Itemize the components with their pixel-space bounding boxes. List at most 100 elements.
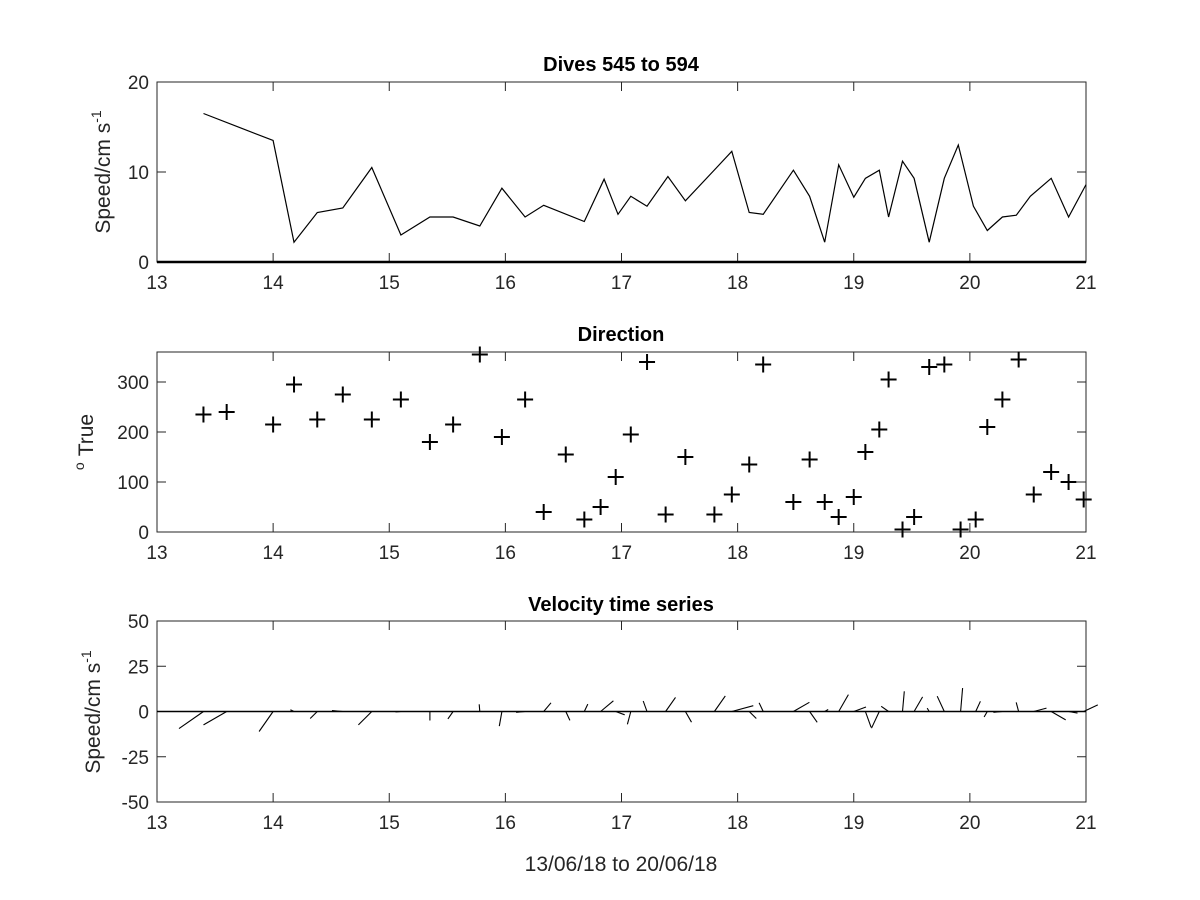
- direction-point: [535, 504, 552, 520]
- velocity-stick: [309, 711, 318, 719]
- velocity-stick: [936, 695, 945, 712]
- velocity-stick: [731, 705, 754, 713]
- y-tick-label: 20: [128, 73, 149, 94]
- speed-series-line: [203, 112, 1087, 244]
- speed-chart-title: Dives 545 to 594: [543, 54, 700, 76]
- velocity-stick: [864, 711, 872, 728]
- direction-point: [195, 406, 212, 423]
- x-tick-label: 19: [843, 813, 864, 834]
- direction-point: [880, 371, 897, 388]
- direction-point: [493, 429, 510, 445]
- y-tick-label: 100: [117, 473, 149, 494]
- x-tick-label: 18: [727, 273, 748, 294]
- direction-point: [421, 434, 438, 450]
- velocity-stick: [447, 711, 454, 720]
- velocity-stick: [793, 701, 810, 712]
- direction-y-axis-label-text: True: [75, 414, 98, 456]
- velocity-stick: [684, 711, 692, 723]
- x-tick-label: 20: [959, 543, 980, 564]
- velocity-stick-marks: [157, 688, 1099, 732]
- velocity-stick: [983, 711, 988, 718]
- direction-point: [830, 509, 847, 525]
- velocity-stick: [853, 706, 867, 713]
- direction-point: [392, 391, 409, 408]
- velocity-stick: [395, 710, 401, 713]
- y-tick-label: -50: [122, 793, 149, 814]
- x-tick-label: 15: [379, 273, 400, 294]
- velocity-stick: [516, 710, 526, 713]
- velocity-stick: [871, 711, 880, 729]
- direction-point: [894, 521, 911, 538]
- velocity-stick: [1033, 707, 1047, 713]
- velocity-y-axis-label: Speed/cm s-1: [78, 650, 105, 774]
- direction-point: [979, 419, 996, 435]
- velocity-stick: [615, 710, 625, 716]
- direction-point: [706, 506, 723, 523]
- direction-point: [471, 346, 488, 363]
- direction-point: [816, 494, 833, 510]
- velocity-stick: [758, 702, 764, 712]
- velocity-stick: [824, 709, 829, 712]
- velocity-stick: [713, 695, 726, 712]
- direction-scatter-marks: [195, 346, 1092, 538]
- speed-y-axis-label: Speed/cm s-1: [88, 110, 115, 234]
- y-tick-label: 0: [138, 703, 149, 724]
- y-tick-label: 25: [128, 657, 149, 678]
- x-tick-label: 17: [611, 813, 632, 834]
- velocity-stick: [478, 704, 481, 712]
- velocity-stick: [748, 711, 757, 719]
- velocity-stick: [498, 711, 503, 727]
- y-tick-label: 10: [128, 163, 149, 184]
- velocity-stick: [880, 705, 889, 712]
- speed-y-axis-label-text: Speed/cm s: [92, 123, 115, 234]
- x-tick-label: 14: [263, 813, 285, 834]
- y-tick-label: 300: [117, 373, 149, 394]
- velocity-stick: [665, 697, 676, 712]
- velocity-stick: [600, 700, 614, 712]
- direction-point: [845, 489, 862, 505]
- x-tick-label: 21: [1075, 813, 1096, 834]
- direction-point: [967, 511, 984, 528]
- velocity-stick: [809, 711, 818, 723]
- x-tick-label: 20: [959, 813, 980, 834]
- velocity-stick: [290, 709, 295, 712]
- velocity-chart-title: Velocity time series: [528, 594, 714, 616]
- x-tick-label: 16: [495, 813, 516, 834]
- velocity-panel: Velocity time series Speed/cm s-1 13/06/…: [78, 594, 1099, 876]
- direction-point: [607, 469, 624, 485]
- direction-point: [906, 509, 923, 525]
- direction-point: [517, 391, 534, 408]
- direction-point: [265, 416, 282, 433]
- direction-point: [1075, 491, 1092, 508]
- direction-point: [936, 356, 953, 373]
- direction-panel: Direction o True 13 14 15 16 17 18 19 20 21 0 100 20…: [71, 324, 1097, 564]
- velocity-stick: [642, 700, 648, 712]
- velocity-stick: [960, 688, 964, 712]
- direction-point: [286, 376, 303, 393]
- x-tick-label: 18: [727, 543, 748, 564]
- direction-point: [1010, 351, 1027, 368]
- velocity-stick: [926, 707, 930, 712]
- direction-point: [639, 354, 656, 370]
- direction-point: [785, 494, 802, 510]
- velocity-stick: [565, 711, 571, 721]
- direction-axis-ticks: 13 14 15 16 17 18 19 20 21 0 100 200 300: [117, 352, 1097, 564]
- velocity-y-axis-label-superscript: -1: [78, 650, 94, 663]
- direction-point: [871, 421, 888, 438]
- direction-point: [363, 411, 380, 428]
- direction-point: [755, 356, 772, 373]
- direction-point: [1025, 486, 1042, 503]
- velocity-stick: [258, 711, 274, 732]
- x-tick-label: 20: [959, 273, 980, 294]
- velocity-stick: [1050, 711, 1066, 721]
- direction-chart-title: Direction: [578, 324, 665, 346]
- direction-point: [445, 416, 462, 433]
- direction-point: [857, 444, 874, 460]
- direction-point: [921, 359, 938, 375]
- direction-point: [741, 456, 758, 473]
- velocity-stick: [975, 701, 981, 712]
- direction-point: [218, 404, 235, 420]
- velocity-stick: [901, 691, 905, 712]
- velocity-stick: [203, 711, 227, 726]
